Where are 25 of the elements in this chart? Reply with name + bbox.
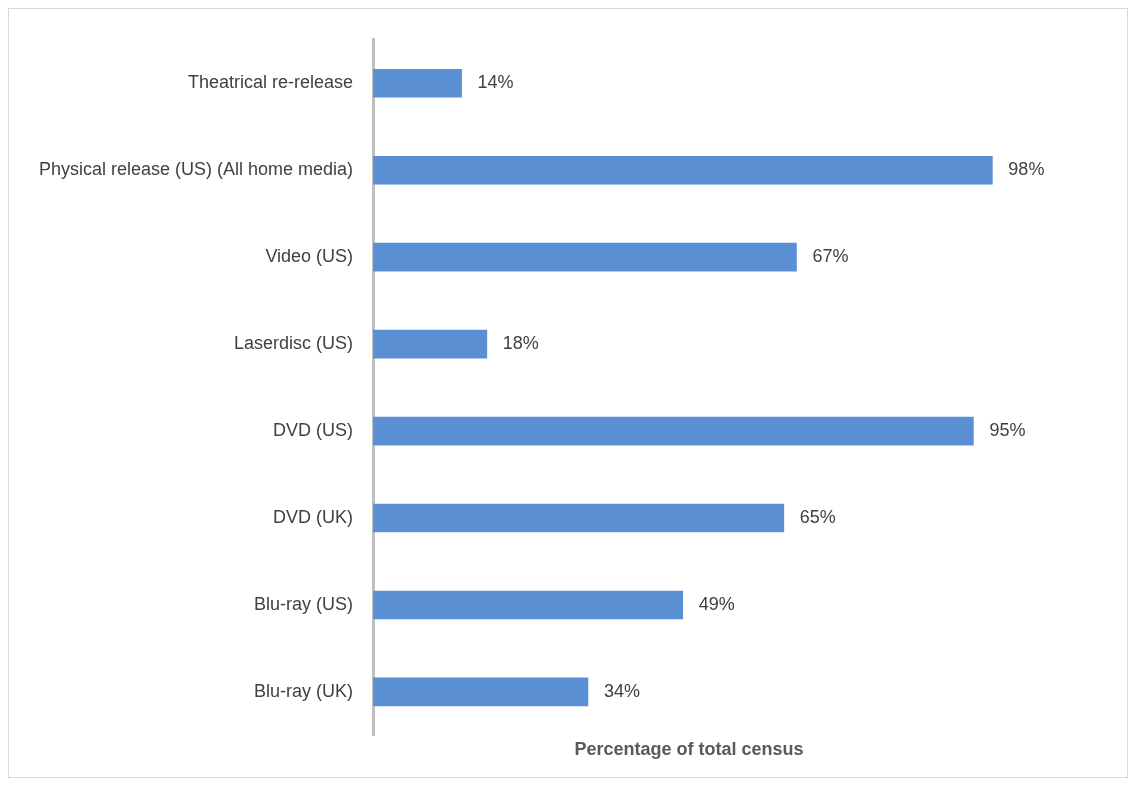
bar <box>373 68 462 98</box>
y-tick-label: DVD (UK) <box>273 506 354 527</box>
data-label: 14% <box>477 72 514 93</box>
data-label: 18% <box>502 333 539 354</box>
y-tick-label: Physical release (US) (All home media) <box>38 159 354 180</box>
data-label: 67% <box>812 246 849 267</box>
y-tick-label: Video (US) <box>265 246 354 267</box>
y-tick-label: Blu-ray (US) <box>254 593 354 614</box>
x-axis-title: Percentage of total census <box>574 739 804 760</box>
bar <box>373 677 589 707</box>
data-label: 95% <box>989 420 1026 441</box>
bar <box>373 155 993 185</box>
bar <box>373 590 684 620</box>
y-tick-label: Blu-ray (UK) <box>254 680 354 701</box>
data-label: 98% <box>1008 159 1045 180</box>
data-label: 49% <box>698 593 735 614</box>
y-tick-label: DVD (US) <box>273 420 354 441</box>
bar <box>373 416 974 446</box>
y-tick-label: Laserdisc (US) <box>234 333 354 354</box>
bar <box>373 329 488 359</box>
bar <box>373 242 797 272</box>
data-label: 65% <box>799 506 836 527</box>
bar <box>373 503 785 533</box>
y-tick-label: Theatrical re-release <box>188 72 354 93</box>
data-label: 34% <box>603 680 640 701</box>
